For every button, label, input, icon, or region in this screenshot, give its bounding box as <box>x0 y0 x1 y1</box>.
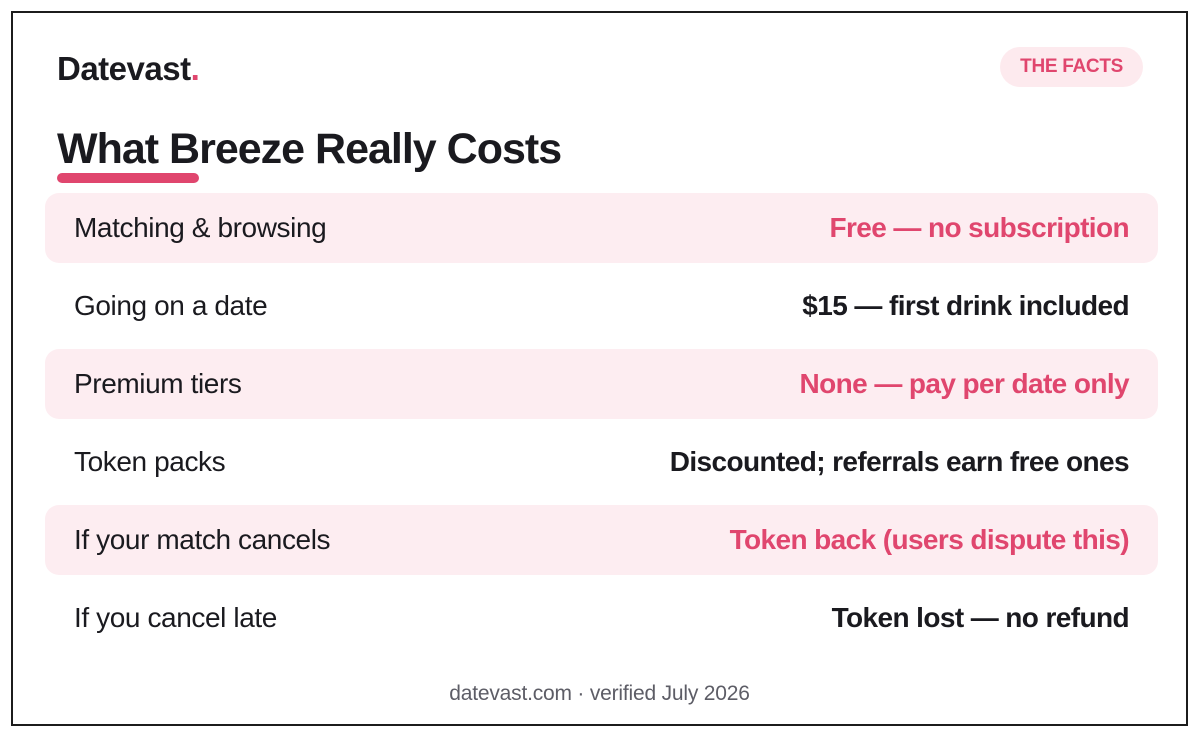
facts-badge: THE FACTS <box>1000 47 1143 87</box>
info-card: Datevast. THE FACTS What Breeze Really C… <box>11 11 1188 726</box>
row-value: $15 — first drink included <box>802 290 1129 321</box>
row-value: Discounted; referrals earn free ones <box>669 446 1130 477</box>
row-value: Free — no subscription <box>829 212 1129 243</box>
brand-name: Datevast <box>57 50 191 87</box>
row-value: None — pay per date only <box>799 368 1130 399</box>
row-label: If you cancel late <box>74 602 277 633</box>
row-label: If your match cancels <box>74 524 331 555</box>
brand-dot: . <box>190 50 200 87</box>
row-label: Premium tiers <box>74 368 242 399</box>
row-label: Going on a date <box>74 290 268 321</box>
row-label: Token packs <box>74 446 226 477</box>
row-value: Token back (users dispute this) <box>729 524 1130 555</box>
row-value: Token lost — no refund <box>831 602 1130 633</box>
footer-source: datevast.com · verified July 2026 <box>449 682 750 705</box>
table-row: Matching & browsing Free — no subscripti… <box>45 193 1158 263</box>
row-label: Matching & browsing <box>74 212 327 243</box>
table-row: If you cancel late Token lost — no refun… <box>45 583 1158 653</box>
page-title: What Breeze Really Costs <box>57 125 562 173</box>
table-row: Token packs Discounted; referrals earn f… <box>45 427 1158 497</box>
table-row: Premium tiers None — pay per date only <box>45 349 1158 419</box>
table-row: Going on a date $15 — first drink includ… <box>45 271 1158 341</box>
brand-logo: Datevast. <box>57 47 200 91</box>
cost-table: Matching & browsing Free — no subscripti… <box>45 193 1158 661</box>
title-underline <box>57 173 199 183</box>
table-row: If your match cancels Token back (users … <box>45 505 1158 575</box>
